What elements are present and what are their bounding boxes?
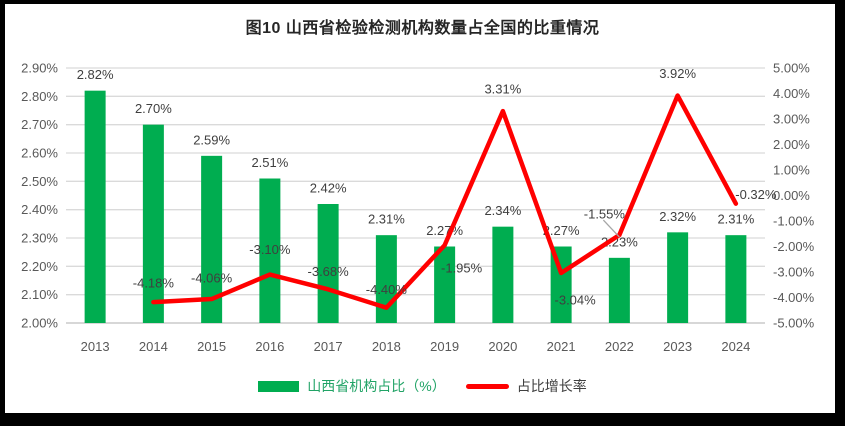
bar bbox=[259, 178, 281, 323]
label-leader-line bbox=[602, 219, 620, 238]
line-value-label: -4.06% bbox=[191, 271, 233, 286]
right-axis-tick: -3.00% bbox=[773, 265, 815, 280]
x-axis-label: 2016 bbox=[255, 339, 284, 354]
bar-value-label: 2.32% bbox=[659, 209, 696, 224]
bar-value-label: 2.31% bbox=[717, 212, 754, 227]
bar bbox=[492, 226, 514, 323]
line-value-label: -3.10% bbox=[249, 242, 291, 257]
bar-value-label: 2.42% bbox=[310, 181, 347, 196]
right-axis-tick: -4.00% bbox=[773, 290, 815, 305]
right-axis-tick: 1.00% bbox=[773, 163, 810, 178]
left-axis-tick: 2.00% bbox=[21, 316, 58, 331]
line-value-label: -4.40% bbox=[366, 282, 408, 297]
bar bbox=[84, 90, 106, 324]
chart-legend: 山西省机构占比（%） 占比增长率 bbox=[0, 375, 845, 397]
x-axis-label: 2017 bbox=[314, 339, 343, 354]
right-axis-tick: -2.00% bbox=[773, 239, 815, 254]
right-axis-tick: 4.00% bbox=[773, 86, 810, 101]
x-axis-label: 2022 bbox=[605, 339, 634, 354]
right-axis-tick: -1.00% bbox=[773, 214, 815, 229]
x-axis-label: 2023 bbox=[663, 339, 692, 354]
line-value-label: 3.92% bbox=[659, 66, 696, 81]
x-axis-label: 2020 bbox=[488, 339, 517, 354]
bar-value-label: 2.27% bbox=[426, 223, 463, 238]
bar-value-label: 2.82% bbox=[77, 67, 114, 82]
line-value-label: -0.32% bbox=[735, 187, 777, 202]
bar-value-label: 2.27% bbox=[543, 223, 580, 238]
legend-bar-swatch-icon bbox=[258, 380, 300, 392]
line-value-label: -3.68% bbox=[308, 264, 350, 279]
left-axis-tick: 2.80% bbox=[21, 89, 58, 104]
right-axis-tick: 5.00% bbox=[773, 61, 810, 76]
line-value-label: 3.31% bbox=[484, 82, 521, 97]
x-axis-label: 2019 bbox=[430, 339, 459, 354]
right-axis-tick: 0.00% bbox=[773, 188, 810, 203]
left-axis-tick: 2.10% bbox=[21, 287, 58, 302]
bar-value-label: 2.51% bbox=[251, 155, 288, 170]
bar-value-label: 2.31% bbox=[368, 212, 405, 227]
line-value-label: -4.18% bbox=[133, 276, 175, 291]
legend-label-bars: 山西省机构占比（%） bbox=[307, 378, 446, 394]
legend-label-line: 占比增长率 bbox=[516, 378, 587, 394]
x-axis-label: 2018 bbox=[372, 339, 401, 354]
legend-line-swatch-icon bbox=[465, 383, 509, 389]
bar bbox=[201, 155, 223, 323]
right-axis-tick: 3.00% bbox=[773, 112, 810, 127]
bar bbox=[725, 235, 747, 323]
left-axis-tick: 2.40% bbox=[21, 202, 58, 217]
x-axis-label: 2014 bbox=[139, 339, 168, 354]
right-axis-tick: 2.00% bbox=[773, 137, 810, 152]
left-axis-tick: 2.60% bbox=[21, 146, 58, 161]
right-axis-tick: -5.00% bbox=[773, 316, 815, 331]
growth-rate-line bbox=[151, 93, 739, 310]
bar-value-label: 2.23% bbox=[601, 234, 638, 249]
x-axis-label: 2024 bbox=[721, 339, 750, 354]
bar-value-label: 2.59% bbox=[193, 132, 230, 147]
bar bbox=[550, 246, 572, 323]
left-axis-tick: 2.70% bbox=[21, 117, 58, 132]
bar bbox=[142, 124, 164, 324]
bar bbox=[434, 246, 456, 323]
line-value-label: -1.55% bbox=[584, 207, 626, 222]
bar-value-label: 2.34% bbox=[484, 203, 521, 218]
bar-value-label: 2.70% bbox=[135, 101, 172, 116]
x-axis-label: 2015 bbox=[197, 339, 226, 354]
left-axis-tick: 2.30% bbox=[21, 231, 58, 246]
left-axis-tick: 2.20% bbox=[21, 259, 58, 274]
line-value-label: -1.95% bbox=[441, 261, 483, 276]
x-axis-label: 2013 bbox=[81, 339, 110, 354]
bar bbox=[667, 232, 689, 323]
left-axis-tick: 2.50% bbox=[21, 174, 58, 189]
line-value-label: -3.04% bbox=[555, 293, 597, 308]
chart-title: 图10 山西省检验检测机构数量占全国的比重情况 bbox=[245, 20, 600, 37]
x-axis-label: 2021 bbox=[547, 339, 576, 354]
left-axis-tick: 2.90% bbox=[21, 61, 58, 76]
bar bbox=[608, 257, 630, 323]
